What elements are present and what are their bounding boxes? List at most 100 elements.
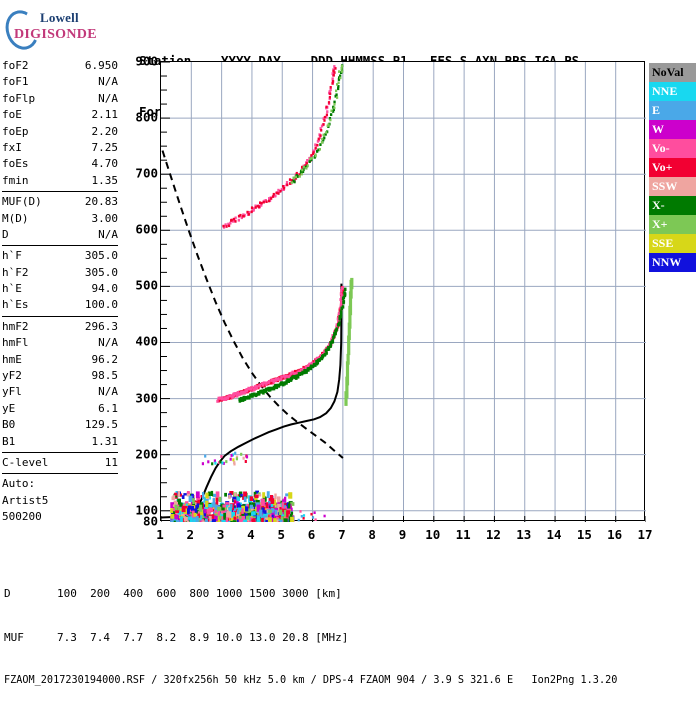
legend-label: E	[652, 103, 661, 117]
param-value: 296.3	[84, 319, 118, 333]
param-value: 305.0	[84, 265, 118, 279]
param-row-hf: h`F 305.0	[2, 248, 118, 264]
param-key: h`E	[2, 282, 22, 296]
param-row-mufd: MUF(D) 20.83	[2, 194, 118, 210]
param-row-b0: B0 129.5	[2, 417, 118, 433]
param-row-foep: foEp 2.20	[2, 124, 118, 140]
x-tick-label-5: 5	[277, 527, 286, 542]
param-value: 100.0	[84, 298, 118, 312]
legend-item-nnw[interactable]: NNW	[649, 253, 696, 272]
legend-label: SSE	[652, 236, 674, 250]
muf-dashed-curve	[161, 150, 344, 459]
e-region-noise-cluster	[170, 451, 326, 522]
direction-legend: NoVal NNE E W Vo- Vo+ SSW X- X+ SSE NNW	[649, 63, 696, 272]
ionogram-page: Lowell DIGISONDE Station YYYY DAY DDD HH…	[0, 6, 696, 686]
electron-density-profile	[161, 283, 343, 519]
x-tick-label-9: 9	[398, 527, 407, 542]
legend-item-vo[interactable]: Vo+	[649, 158, 696, 177]
x-tick-label-2: 2	[186, 527, 195, 542]
legend-label: X-	[652, 198, 665, 212]
y-tick-label-600: 600	[135, 221, 158, 237]
param-row-fxi: fxI 7.25	[2, 140, 118, 156]
footer-info: D 100 200 400 600 800 1000 1500 3000 [km…	[4, 558, 617, 718]
param-row-hme: hmE 96.2	[2, 352, 118, 368]
param-row-md: M(D) 3.00	[2, 211, 118, 227]
y-axis-labels: 80 100 200 300 400 500 600 700 800 900	[112, 54, 158, 529]
legend-item-w[interactable]: W	[649, 120, 696, 139]
x-axis-labels: 1 2 3 4 5 6 7 8 9 10 11 12 13 14 15 16 17	[156, 527, 652, 547]
param-key: h`F	[2, 249, 22, 263]
second-hop-o-trace-red	[222, 67, 337, 228]
x-plus-trace	[344, 277, 354, 406]
param-row-clevel: C-level 11	[2, 455, 118, 471]
legend-label: Vo-	[652, 141, 670, 155]
param-row-foflp: foFlp N/A	[2, 91, 118, 107]
x-tick-label-13: 13	[516, 527, 532, 542]
param-key: foE	[2, 108, 22, 122]
param-row-foe: foE 2.11	[2, 107, 118, 123]
logo-digisonde-text: DIGISONDE	[14, 27, 97, 42]
x-tick-label-3: 3	[216, 527, 225, 542]
ionogram-plot-area	[160, 61, 646, 522]
legend-item-ssw[interactable]: SSW	[649, 177, 696, 196]
legend-item-e[interactable]: E	[649, 101, 696, 120]
auto-line-2: 500200	[2, 510, 42, 524]
param-key: hmFl	[2, 336, 29, 350]
param-value: 96.2	[91, 352, 119, 366]
param-key: foFlp	[2, 91, 36, 105]
y-tick-label-100: 100	[135, 502, 158, 518]
y-tick-label-900: 900	[135, 53, 158, 69]
param-divider-2	[2, 245, 118, 247]
x-tick-label-12: 12	[485, 527, 501, 542]
legend-item-vo[interactable]: Vo-	[649, 139, 696, 158]
param-key: yFl	[2, 385, 22, 399]
param-key: D	[2, 227, 9, 241]
param-row-hmfl: hmFl N/A	[2, 335, 118, 351]
param-value: 2.11	[91, 108, 119, 122]
y-tick-label-500: 500	[135, 277, 158, 293]
x-tick-label-11: 11	[455, 527, 471, 542]
y-tick-label-700: 700	[135, 165, 158, 181]
legend-item-nne[interactable]: NNE	[649, 82, 696, 101]
legend-label: Vo+	[652, 160, 673, 174]
grid-lines	[161, 62, 646, 522]
param-value: 7.25	[91, 140, 119, 154]
auto-line-1: Artist5	[2, 493, 49, 507]
y-tick-label-80: 80	[142, 513, 158, 529]
param-value: N/A	[98, 336, 118, 350]
x-tick-label-7: 7	[338, 527, 346, 542]
param-value: 3.00	[91, 211, 119, 225]
second-hop-o-trace	[222, 65, 336, 229]
x-tick-label-4: 4	[247, 527, 255, 542]
param-value: N/A	[98, 227, 118, 241]
param-row-hes: h`Es 100.0	[2, 297, 118, 313]
param-divider-3	[2, 315, 118, 317]
legend-item-noval[interactable]: NoVal	[649, 63, 696, 82]
lowell-digisonde-logo: Lowell DIGISONDE	[0, 6, 121, 54]
legend-item-x[interactable]: X+	[649, 215, 696, 234]
param-key: foF2	[2, 59, 29, 72]
param-row-yfl: yFl N/A	[2, 384, 118, 400]
param-value: N/A	[98, 75, 118, 89]
param-value: 1.31	[91, 434, 119, 448]
param-key: B1	[2, 434, 16, 448]
param-value: 6.1	[98, 401, 118, 415]
param-value: 129.5	[84, 418, 118, 432]
legend-item-sse[interactable]: SSE	[649, 234, 696, 253]
param-key: yE	[2, 401, 16, 415]
legend-item-x[interactable]: X-	[649, 196, 696, 215]
param-value: N/A	[98, 385, 118, 399]
param-row-hf2: h`F2 305.0	[2, 265, 118, 281]
param-value: N/A	[98, 91, 118, 105]
x-tick-label-8: 8	[368, 527, 376, 542]
param-key: foEs	[2, 157, 29, 171]
y-tick-label-800: 800	[135, 109, 158, 125]
second-hop-x-trace	[292, 64, 344, 184]
auto-line-0: Auto:	[2, 477, 36, 491]
y-minor-ticks	[161, 62, 170, 512]
x-tick-label-10: 10	[425, 527, 441, 542]
param-value: 94.0	[91, 282, 119, 296]
x-tick-label-6: 6	[307, 527, 316, 542]
x-tick-label-17: 17	[637, 527, 653, 542]
legend-label: NoVal	[652, 65, 684, 79]
